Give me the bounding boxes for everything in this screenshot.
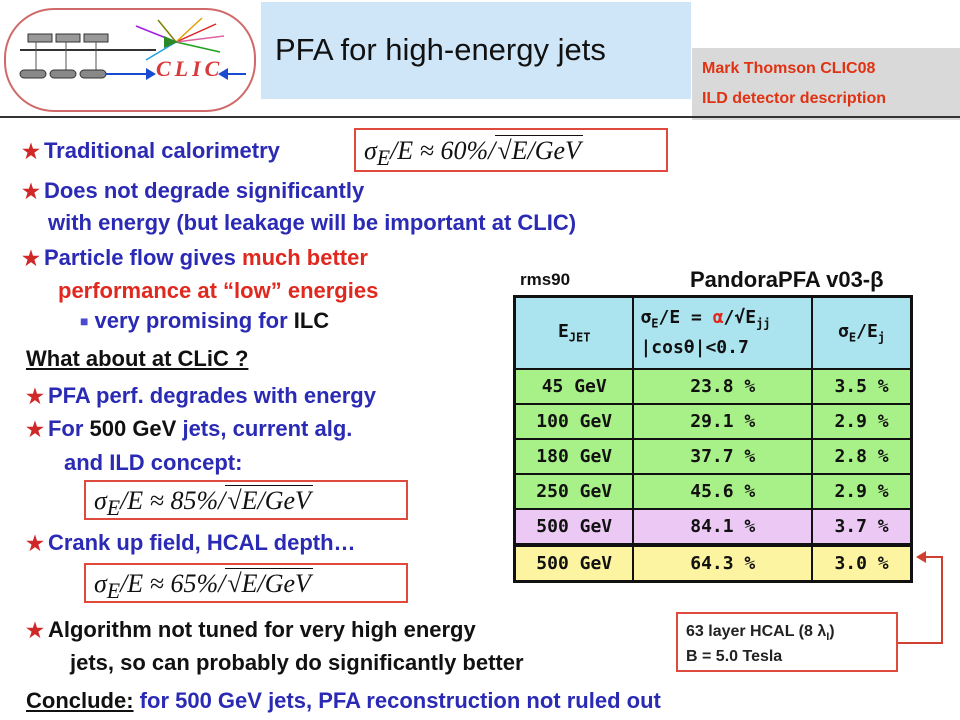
star-icon: ★ — [22, 248, 40, 270]
table-row: 250 GeV 45.6 % 2.9 % — [513, 473, 913, 510]
callout-line1: 63 layer HCAL (8 λI) — [686, 623, 835, 644]
bullet-pfa-degrades: ★ PFA perf. degrades with energy — [26, 383, 376, 408]
header-jet-resolution: σE/Ej — [811, 295, 913, 370]
bullet-degrade: ★ Does not degrade significantly — [22, 178, 365, 203]
star-icon: ★ — [26, 533, 44, 555]
table-row: 100 GeV 29.1 % 2.9 % — [513, 403, 913, 440]
section-heading: What about at CLiC ? — [26, 346, 249, 371]
formula-65: σE/E ≈ 65%/√E/GeV — [84, 563, 408, 603]
clic-logo: CLIC — [4, 8, 256, 112]
title-panel: PFA for high-energy jets — [261, 2, 691, 99]
star-icon: ★ — [26, 620, 44, 642]
author-panel: Mark Thomson CLIC08 ILD detector descrip… — [692, 48, 960, 120]
table-row: 180 GeV 37.7 % 2.8 % — [513, 438, 913, 475]
callout-line2: B = 5.0 Tesla — [686, 648, 783, 665]
bullet-crank-up: ★ Crank up field, HCAL depth… — [26, 530, 356, 555]
square-bullet-icon: ■ — [80, 313, 89, 329]
header-ejet: EJET — [513, 295, 635, 370]
bullet-traditional: ★ Traditional calorimetry — [22, 138, 280, 163]
star-icon: ★ — [22, 141, 40, 163]
callout-arrow-icon — [898, 551, 943, 644]
conclusion: Conclude: for 500 GeV jets, PFA reconstr… — [26, 688, 661, 713]
header-divider — [0, 116, 960, 118]
table-label-rms90: rms90 — [520, 270, 571, 289]
performance-table: EJET σE/E = α/√Ejj |cosθ|<0.7 σE/Ej 45 G… — [513, 295, 913, 583]
formula-85: σE/E ≈ 85%/√E/GeV — [84, 480, 408, 520]
formula-60: σE/E ≈ 60%/√E/GeV — [354, 128, 668, 172]
table-label-pandora: PandoraPFA v03-β — [690, 267, 884, 292]
table-row: 45 GeV 23.8 % 3.5 % — [513, 368, 913, 405]
hcal-callout: 63 layer HCAL (8 λI) B = 5.0 Tesla — [676, 612, 898, 672]
author-label: Mark Thomson CLIC08 — [702, 60, 876, 77]
sub-bullet-ilc: ■ very promising for ILC — [80, 308, 330, 333]
subtitle-label: ILD detector description — [702, 90, 887, 107]
header-resolution: σE/E = α/√Ejj |cosθ|<0.7 — [632, 295, 814, 370]
clic-logo-text: CLIC — [156, 56, 224, 81]
bullet-particle-flow-cont: performance at “low” energies — [58, 278, 379, 303]
bullet-degrade-cont: with energy (but leakage will be importa… — [48, 210, 577, 235]
bullet-algorithm: ★ Algorithm not tuned for very high energ… — [26, 617, 476, 642]
table-row-highlight: 500 GeV 64.3 % 3.0 % — [513, 543, 913, 583]
star-icon: ★ — [26, 386, 44, 408]
bullet-500gev: ★ For 500 GeV jets, current alg. — [26, 416, 353, 441]
star-icon: ★ — [22, 181, 40, 203]
accelerator-diagram-icon — [19, 17, 246, 80]
bullet-500gev-cont: and ILD concept: — [64, 450, 243, 475]
bullet-algorithm-cont: jets, so can probably do significantly b… — [70, 650, 524, 675]
star-icon: ★ — [26, 419, 44, 441]
bullet-particle-flow: ★ Particle flow gives much better — [22, 245, 368, 270]
table-header-row: EJET σE/E = α/√Ejj |cosθ|<0.7 σE/Ej — [513, 295, 913, 370]
table-row: 500 GeV 84.1 % 3.7 % — [513, 508, 913, 546]
slide-title: PFA for high-energy jets — [275, 32, 606, 67]
